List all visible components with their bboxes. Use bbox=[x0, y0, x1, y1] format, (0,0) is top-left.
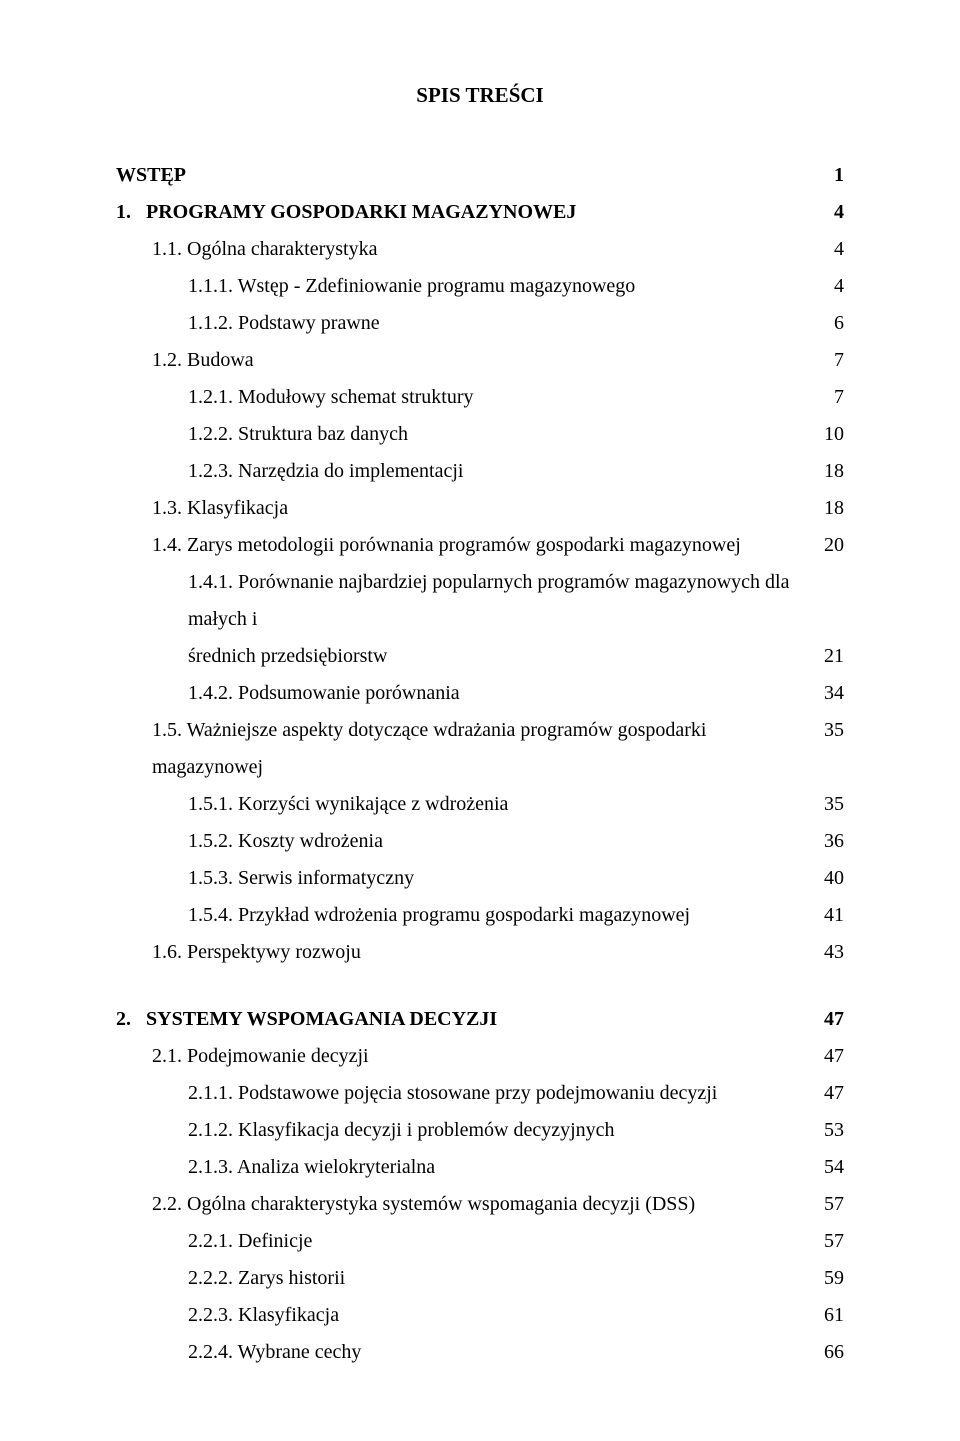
toc-entry-page: 35 bbox=[816, 786, 844, 823]
toc-entry: 1.4.1. Porównanie najbardziej popularnyc… bbox=[116, 564, 844, 638]
toc-entry: 1.2. Budowa7 bbox=[116, 342, 844, 379]
toc-entry-label: 1.5.4. Przykład wdrożenia programu gospo… bbox=[116, 897, 816, 934]
toc-entry: 1.5.3. Serwis informatyczny40 bbox=[116, 860, 844, 897]
toc-entry-page: 7 bbox=[816, 342, 844, 379]
toc-entry-label: 2.2.4. Wybrane cechy bbox=[116, 1334, 816, 1371]
toc-entry-label: 1.4. Zarys metodologii porównania progra… bbox=[116, 527, 816, 564]
toc-entry-label: 2.1. Podejmowanie decyzji bbox=[116, 1038, 816, 1075]
toc-entry-page: 20 bbox=[816, 527, 844, 564]
toc-entry-label: 2.2. Ogólna charakterystyka systemów wsp… bbox=[116, 1186, 816, 1223]
toc-entry-page: 4 bbox=[816, 194, 844, 231]
toc-entry-page: 47 bbox=[816, 1075, 844, 1112]
toc-entry-label: 2.1.2. Klasyfikacja decyzji i problemów … bbox=[116, 1112, 816, 1149]
toc-entry-page: 34 bbox=[816, 675, 844, 712]
toc-entry-label: 2.1.1. Podstawowe pojęcia stosowane przy… bbox=[116, 1075, 816, 1112]
toc-entry-number: 1. bbox=[116, 194, 146, 231]
toc-entry: 2.1. Podejmowanie decyzji47 bbox=[116, 1038, 844, 1075]
toc-entry-label: 2.2.2. Zarys historii bbox=[116, 1260, 816, 1297]
toc-entry-label: 1.5.2. Koszty wdrożenia bbox=[116, 823, 816, 860]
toc-entry: 2.SYSTEMY WSPOMAGANIA DECYZJI47 bbox=[116, 1001, 844, 1038]
toc-entry-page: 54 bbox=[816, 1149, 844, 1186]
toc-entry-page: 66 bbox=[816, 1334, 844, 1371]
toc-entry-label: 1.3. Klasyfikacja bbox=[116, 490, 816, 527]
toc-entry-page: 35 bbox=[816, 712, 844, 749]
toc-entry: 1.1. Ogólna charakterystyka4 bbox=[116, 231, 844, 268]
toc-entry: 1.2.1. Modułowy schemat struktury7 bbox=[116, 379, 844, 416]
toc-entry-label: 1.5.1. Korzyści wynikające z wdrożenia bbox=[116, 786, 816, 823]
toc-entry-label: 1.4.2. Podsumowanie porównania bbox=[116, 675, 816, 712]
toc-entry-page: 59 bbox=[816, 1260, 844, 1297]
toc-entry: 1.PROGRAMY GOSPODARKI MAGAZYNOWEJ4 bbox=[116, 194, 844, 231]
toc-entry: 1.2.2. Struktura baz danych10 bbox=[116, 416, 844, 453]
toc-entry-label: 2.1.3. Analiza wielokryterialna bbox=[116, 1149, 816, 1186]
toc-entry-page: 57 bbox=[816, 1186, 844, 1223]
toc-entry: 1.6. Perspektywy rozwoju43 bbox=[116, 934, 844, 971]
toc-entry-page: 53 bbox=[816, 1112, 844, 1149]
toc-entry-label: 1.1.2. Podstawy prawne bbox=[116, 305, 816, 342]
toc-entry-page: 47 bbox=[816, 1001, 844, 1038]
page: SPIS TREŚCI WSTĘP11.PROGRAMY GOSPODARKI … bbox=[0, 0, 960, 1441]
toc-entry: 2.1.3. Analiza wielokryterialna54 bbox=[116, 1149, 844, 1186]
toc-entry-page: 18 bbox=[816, 453, 844, 490]
table-of-contents: WSTĘP11.PROGRAMY GOSPODARKI MAGAZYNOWEJ4… bbox=[116, 157, 844, 1371]
toc-entry-label: 1.2. Budowa bbox=[116, 342, 816, 379]
toc-title: SPIS TREŚCI bbox=[116, 76, 844, 115]
toc-entry-label: średnich przedsiębiorstw bbox=[116, 638, 816, 675]
toc-entry: 2.2.1. Definicje57 bbox=[116, 1223, 844, 1260]
toc-entry-page: 57 bbox=[816, 1223, 844, 1260]
toc-entry-label: WSTĘP bbox=[116, 157, 816, 194]
toc-entry-page: 21 bbox=[816, 638, 844, 675]
toc-entry-label: 1.1. Ogólna charakterystyka bbox=[116, 231, 816, 268]
toc-entry: 1.3. Klasyfikacja18 bbox=[116, 490, 844, 527]
toc-entry-page: 10 bbox=[816, 416, 844, 453]
toc-entry: 2.1.1. Podstawowe pojęcia stosowane przy… bbox=[116, 1075, 844, 1112]
toc-entry-page: 4 bbox=[816, 268, 844, 305]
toc-entry-label: 2.2.3. Klasyfikacja bbox=[116, 1297, 816, 1334]
toc-entry-text: SYSTEMY WSPOMAGANIA DECYZJI bbox=[146, 1008, 497, 1030]
toc-entry-label: 1.6. Perspektywy rozwoju bbox=[116, 934, 816, 971]
toc-entry-page: 41 bbox=[816, 897, 844, 934]
toc-entry: 2.1.2. Klasyfikacja decyzji i problemów … bbox=[116, 1112, 844, 1149]
toc-entry: 2.2. Ogólna charakterystyka systemów wsp… bbox=[116, 1186, 844, 1223]
toc-entry-label: 2.SYSTEMY WSPOMAGANIA DECYZJI bbox=[116, 1001, 816, 1038]
toc-entry-page: 1 bbox=[816, 157, 844, 194]
toc-entry-page: 43 bbox=[816, 934, 844, 971]
toc-entry: 2.2.3. Klasyfikacja61 bbox=[116, 1297, 844, 1334]
toc-entry-label: 2.2.1. Definicje bbox=[116, 1223, 816, 1260]
toc-entry-label: 1.2.3. Narzędzia do implementacji bbox=[116, 453, 816, 490]
toc-entry-label: 1.PROGRAMY GOSPODARKI MAGAZYNOWEJ bbox=[116, 194, 816, 231]
toc-entry-page: 40 bbox=[816, 860, 844, 897]
toc-entry: średnich przedsiębiorstw21 bbox=[116, 638, 844, 675]
toc-entry-label: 1.5. Ważniejsze aspekty dotyczące wdraża… bbox=[116, 712, 816, 786]
toc-entry: 2.2.2. Zarys historii59 bbox=[116, 1260, 844, 1297]
toc-gap bbox=[116, 971, 844, 1001]
toc-entry: 1.5. Ważniejsze aspekty dotyczące wdraża… bbox=[116, 712, 844, 786]
toc-entry-page: 18 bbox=[816, 490, 844, 527]
toc-entry-page: 47 bbox=[816, 1038, 844, 1075]
toc-entry: 1.5.4. Przykład wdrożenia programu gospo… bbox=[116, 897, 844, 934]
toc-entry: 1.5.1. Korzyści wynikające z wdrożenia35 bbox=[116, 786, 844, 823]
toc-entry-page: 4 bbox=[816, 231, 844, 268]
toc-entry-label: 1.2.1. Modułowy schemat struktury bbox=[116, 379, 816, 416]
toc-entry-number: 2. bbox=[116, 1001, 146, 1038]
toc-entry: 1.1.1. Wstęp - Zdefiniowanie programu ma… bbox=[116, 268, 844, 305]
toc-entry-label: 1.5.3. Serwis informatyczny bbox=[116, 860, 816, 897]
toc-entry-text: PROGRAMY GOSPODARKI MAGAZYNOWEJ bbox=[146, 201, 576, 223]
toc-entry-label: 1.4.1. Porównanie najbardziej popularnyc… bbox=[116, 564, 844, 638]
toc-entry-label: 1.1.1. Wstęp - Zdefiniowanie programu ma… bbox=[116, 268, 816, 305]
toc-entry: WSTĘP1 bbox=[116, 157, 844, 194]
toc-entry: 1.1.2. Podstawy prawne6 bbox=[116, 305, 844, 342]
toc-entry: 2.2.4. Wybrane cechy66 bbox=[116, 1334, 844, 1371]
toc-entry: 1.5.2. Koszty wdrożenia36 bbox=[116, 823, 844, 860]
toc-entry: 1.2.3. Narzędzia do implementacji18 bbox=[116, 453, 844, 490]
toc-entry-page: 7 bbox=[816, 379, 844, 416]
toc-entry-page: 6 bbox=[816, 305, 844, 342]
toc-entry-page: 36 bbox=[816, 823, 844, 860]
toc-entry: 1.4. Zarys metodologii porównania progra… bbox=[116, 527, 844, 564]
toc-entry-page: 61 bbox=[816, 1297, 844, 1334]
toc-entry-label: 1.2.2. Struktura baz danych bbox=[116, 416, 816, 453]
toc-entry: 1.4.2. Podsumowanie porównania34 bbox=[116, 675, 844, 712]
